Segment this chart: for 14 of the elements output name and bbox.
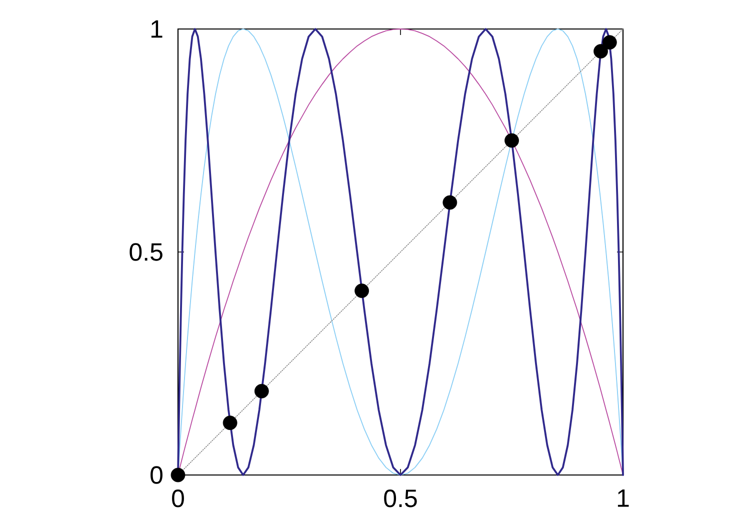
point <box>442 195 458 210</box>
x-tick-label: 0.5 <box>384 490 417 508</box>
point <box>594 44 608 58</box>
point <box>354 284 369 298</box>
point <box>602 35 617 50</box>
point <box>170 468 186 482</box>
x-tick-label: 1 <box>618 490 629 507</box>
y-tick-label: 0 <box>150 466 162 484</box>
y-tick-label: 0.5 <box>130 243 162 261</box>
point <box>504 133 519 148</box>
point <box>222 416 238 430</box>
x-tick-label: 0 <box>172 490 184 508</box>
y-tick-label: 1 <box>151 20 162 38</box>
point <box>254 384 269 398</box>
